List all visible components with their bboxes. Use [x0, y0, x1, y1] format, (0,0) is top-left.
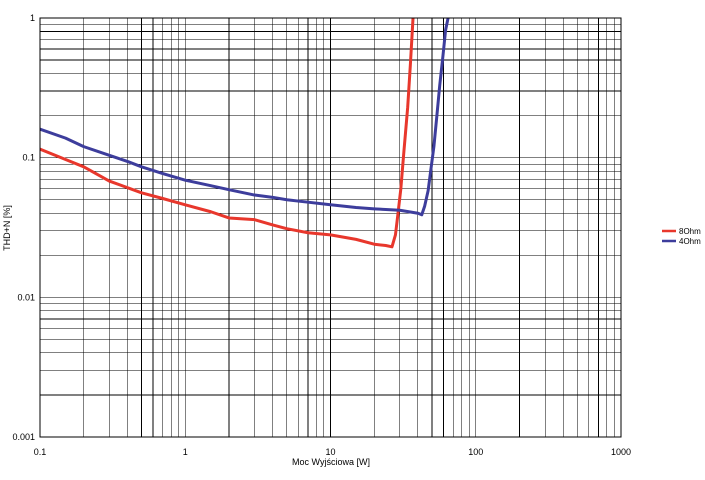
legend-item-4ohm: 4Ohm [662, 237, 701, 246]
legend-label-8ohm: 8Ohm [679, 227, 701, 236]
x-axis-label: Moc Wyjściowa [W] [292, 457, 370, 467]
grid [39, 18, 621, 438]
legend: 8Ohm 4Ohm [662, 227, 701, 246]
plot-frame [39, 17, 622, 438]
y-tick-label: 0.001 [12, 432, 35, 442]
legend-label-4ohm: 4Ohm [679, 237, 701, 246]
y-tick-label: 0.1 [22, 153, 35, 163]
legend-item-8ohm: 8Ohm [662, 227, 701, 236]
y-tick-label: 0.01 [17, 292, 35, 302]
x-tick-label: 1 [183, 447, 188, 457]
y-tick-label: 1 [30, 13, 35, 23]
y-axis-label: THD+N [%] [2, 205, 12, 251]
x-tick-label: 10 [325, 447, 335, 457]
x-tick-label: 0.1 [34, 447, 47, 457]
series-layer [40, 18, 450, 249]
series-line-8ohm [40, 18, 415, 249]
x-tick-label: 1000 [611, 447, 631, 457]
y-tick-labels: 0.001 0.01 0.1 1 [12, 13, 35, 442]
series-line-4ohm [40, 18, 450, 217]
x-tick-label: 100 [468, 447, 483, 457]
x-tick-labels: 0.1 1 10 100 1000 [34, 447, 631, 457]
